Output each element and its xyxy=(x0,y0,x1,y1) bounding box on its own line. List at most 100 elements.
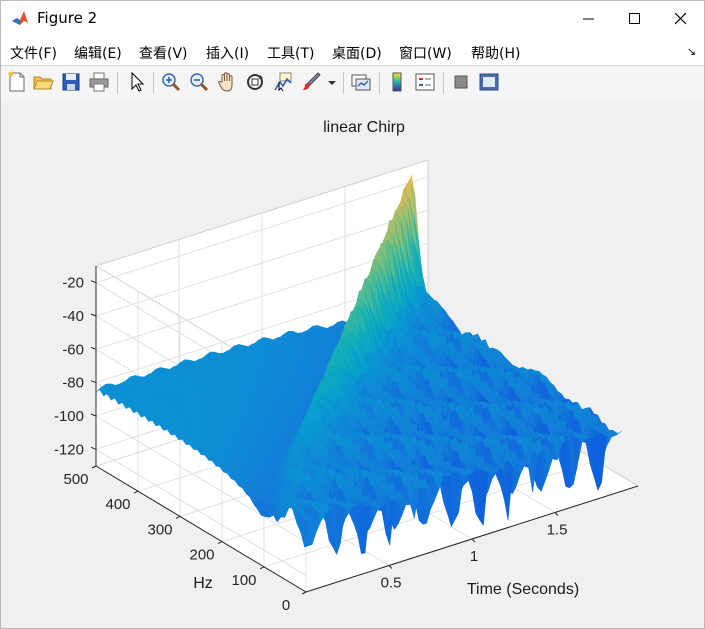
legend-icon xyxy=(415,73,435,91)
surface-mesh xyxy=(95,174,622,556)
minimize-icon xyxy=(583,18,594,20)
figure-toolbar xyxy=(1,65,704,101)
x-tick-label: 0.5 xyxy=(381,575,402,592)
y-tick-mark xyxy=(301,591,307,595)
grid-line xyxy=(95,176,429,284)
toolbar-separator xyxy=(117,72,118,94)
z-tick-mark xyxy=(90,313,97,317)
y-tick-mark xyxy=(91,465,97,469)
z-tick-mark xyxy=(90,413,97,417)
menu-file[interactable]: 文件(F) xyxy=(10,46,57,62)
window-title: Figure 2 xyxy=(37,9,98,27)
y-tick-label: 0 xyxy=(282,597,290,614)
y-tick-label: 200 xyxy=(189,547,214,564)
surface-plot[interactable]: 0.5 1 1.5 0 100 200 300 400 500 -20 -40 -60 -80 -100 -… xyxy=(1,100,704,628)
rotate-3d-icon xyxy=(247,74,263,90)
rotate-3d-button[interactable] xyxy=(243,70,267,94)
insert-colorbar-button[interactable] xyxy=(385,70,409,94)
matlab-logo-icon xyxy=(11,9,29,27)
data-cursor-icon xyxy=(274,72,292,92)
z-tick-mark xyxy=(90,280,97,284)
y-tick-label: 400 xyxy=(105,496,130,513)
y-tick-mark xyxy=(175,515,181,519)
y-tick-label: 500 xyxy=(63,471,88,488)
close-button[interactable] xyxy=(658,1,704,37)
close-icon xyxy=(675,13,687,25)
zoom-in-button[interactable] xyxy=(159,70,183,94)
menu-help[interactable]: 帮助(H) xyxy=(471,46,521,62)
z-tick-label: -40 xyxy=(62,308,84,325)
y-tick-mark xyxy=(217,541,223,545)
insert-legend-button[interactable] xyxy=(413,70,437,94)
toolbar-separator xyxy=(343,72,344,94)
pan-hand-icon xyxy=(218,72,233,92)
title-bar[interactable]: Figure 2 xyxy=(1,1,704,37)
x-axis-label: Time (Seconds) xyxy=(467,581,579,598)
link-plot-button[interactable] xyxy=(349,70,373,94)
menu-tools[interactable]: 工具(T) xyxy=(267,46,315,62)
figure-canvas: 0.5 1 1.5 0 100 200 300 400 500 -20 -40 -60 -80 -100 -… xyxy=(1,100,704,628)
grid-line xyxy=(95,448,307,576)
edit-plot-button[interactable] xyxy=(125,70,149,94)
grid-line xyxy=(95,415,307,543)
x-tick-mark xyxy=(388,565,393,569)
open-button[interactable] xyxy=(31,70,55,94)
colorbar-icon xyxy=(392,72,402,92)
minimize-button[interactable] xyxy=(566,1,612,37)
zoom-out-icon xyxy=(190,73,209,92)
y-tick-label: 100 xyxy=(231,572,256,589)
pan-button[interactable] xyxy=(215,70,239,94)
toolbar-separator xyxy=(153,72,154,94)
link-plot-icon xyxy=(351,74,371,91)
tick-labels: 0.5 1 1.5 0 100 200 300 400 500 -20 -40 -60 -80 -100 -… xyxy=(54,275,567,614)
brush-button[interactable] xyxy=(299,70,323,94)
toolbar-separator xyxy=(443,72,444,94)
surface-patch xyxy=(612,430,622,436)
z-tick-label: -80 xyxy=(62,375,84,392)
menu-dock-arrow-icon[interactable]: ↘ xyxy=(686,45,696,58)
menu-view[interactable]: 查看(V) xyxy=(139,46,188,62)
menu-window[interactable]: 窗口(W) xyxy=(399,46,452,62)
chart-title: linear Chirp xyxy=(323,119,405,136)
x-tick-mark xyxy=(554,512,559,516)
z-tick-label: -100 xyxy=(54,408,84,425)
save-icon xyxy=(62,73,80,91)
y-tick-mark xyxy=(133,490,139,494)
y-tick-mark xyxy=(259,566,265,570)
toolbar-separator xyxy=(379,72,380,94)
zoom-in-icon xyxy=(162,73,181,92)
print-button[interactable] xyxy=(87,70,111,94)
hide-plot-tools-icon xyxy=(454,75,468,89)
z-tick-label: -120 xyxy=(54,441,84,458)
z-tick-label: -60 xyxy=(62,341,84,358)
maximize-icon xyxy=(629,13,640,24)
grid-line xyxy=(95,209,429,317)
zoom-out-button[interactable] xyxy=(187,70,211,94)
new-figure-button[interactable] xyxy=(5,70,29,94)
data-cursor-button[interactable] xyxy=(271,70,295,94)
print-icon xyxy=(89,72,109,92)
show-plot-tools-button[interactable] xyxy=(477,70,501,94)
new-figure-icon xyxy=(8,71,25,92)
menu-insert[interactable]: 插入(I) xyxy=(206,46,250,62)
x-tick-label: 1 xyxy=(470,548,478,565)
menu-edit[interactable]: 编辑(E) xyxy=(74,46,122,62)
maximize-button[interactable] xyxy=(612,1,658,37)
menu-bar: 文件(F) 编辑(E) 查看(V) 插入(I) 工具(T) 桌面(D) 窗口(W… xyxy=(1,37,704,65)
brush-icon xyxy=(303,72,321,90)
brush-dropdown-button[interactable] xyxy=(325,70,339,94)
y-axis-line xyxy=(95,465,307,593)
pointer-icon xyxy=(131,71,145,92)
z-tick-mark xyxy=(90,446,97,450)
z-tick-mark xyxy=(90,346,97,350)
save-button[interactable] xyxy=(59,70,83,94)
chevron-down-icon xyxy=(328,81,336,85)
hide-plot-tools-button[interactable] xyxy=(449,70,473,94)
open-folder-icon xyxy=(33,76,54,90)
x-tick-label: 1.5 xyxy=(547,522,568,539)
menu-desktop[interactable]: 桌面(D) xyxy=(332,46,382,62)
x-tick-mark xyxy=(471,538,476,543)
z-tick-mark xyxy=(90,380,97,384)
y-tick-label: 300 xyxy=(147,521,172,538)
